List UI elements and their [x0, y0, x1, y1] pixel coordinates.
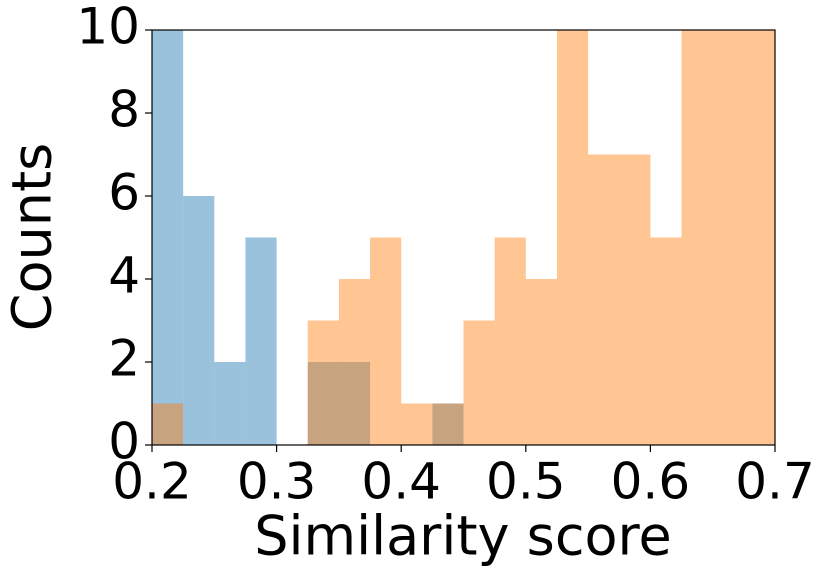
- histogram-bar: [214, 362, 246, 445]
- x-tick-label: 0.6: [611, 453, 691, 511]
- histogram-bar: [588, 154, 620, 445]
- histogram-bar: [152, 403, 184, 445]
- histogram-bar: [370, 237, 402, 445]
- plot-frame: [151, 29, 776, 446]
- histogram-bar: [743, 30, 775, 445]
- histogram-bar: [525, 279, 557, 445]
- histogram-bar: [681, 30, 713, 445]
- histogram-bar: [494, 237, 526, 445]
- histogram-bar: [183, 196, 215, 445]
- histogram-bar: [432, 403, 464, 445]
- y-tick-label: 6: [108, 164, 140, 222]
- x-tick-label: 0.5: [486, 453, 566, 511]
- y-tick-label: 0: [108, 413, 140, 471]
- histogram-bar: [401, 403, 433, 445]
- histogram-bar: [650, 237, 682, 445]
- histogram-bar: [307, 320, 339, 445]
- histogram-bar: [152, 30, 184, 445]
- x-tick-label: 0.2: [112, 453, 192, 511]
- y-tick-label: 8: [108, 81, 140, 139]
- x-axis-label: Similarity score: [254, 505, 672, 568]
- x-tick-label: 0.7: [735, 453, 815, 511]
- histogram-bar: [712, 30, 744, 445]
- plot-area: [152, 30, 775, 445]
- histogram-bar: [245, 237, 277, 445]
- y-tick-label: 2: [108, 330, 140, 388]
- x-tick-label: 0.4: [361, 453, 441, 511]
- y-tick-label: 10: [76, 0, 140, 56]
- histogram-bar: [463, 320, 495, 445]
- y-axis-label: Counts: [1, 143, 64, 332]
- x-tick-label: 0.3: [237, 453, 317, 511]
- histogram-bar: [338, 279, 371, 445]
- histogram-bar: [619, 154, 651, 445]
- histogram-bar: [556, 30, 589, 445]
- y-tick-label: 4: [108, 247, 140, 305]
- histogram-bar: [338, 362, 371, 445]
- histogram-bar: [307, 362, 339, 445]
- histogram-bar: [432, 403, 464, 445]
